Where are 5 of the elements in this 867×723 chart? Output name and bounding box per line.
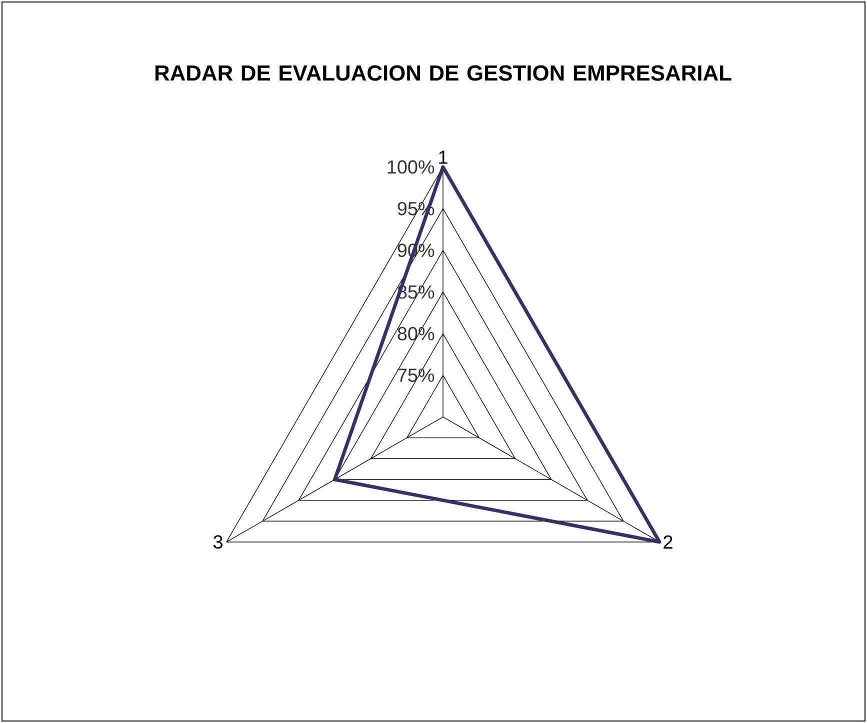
spoke-label: 3 — [213, 535, 222, 549]
y-tick-label: 100% — [388, 160, 434, 174]
spoke-label: 2 — [664, 535, 672, 549]
spoke-label: 1 — [439, 150, 448, 164]
chart-title: RADAR DE EVALUACION DE GESTION EMPRESARIAL — [155, 65, 732, 81]
